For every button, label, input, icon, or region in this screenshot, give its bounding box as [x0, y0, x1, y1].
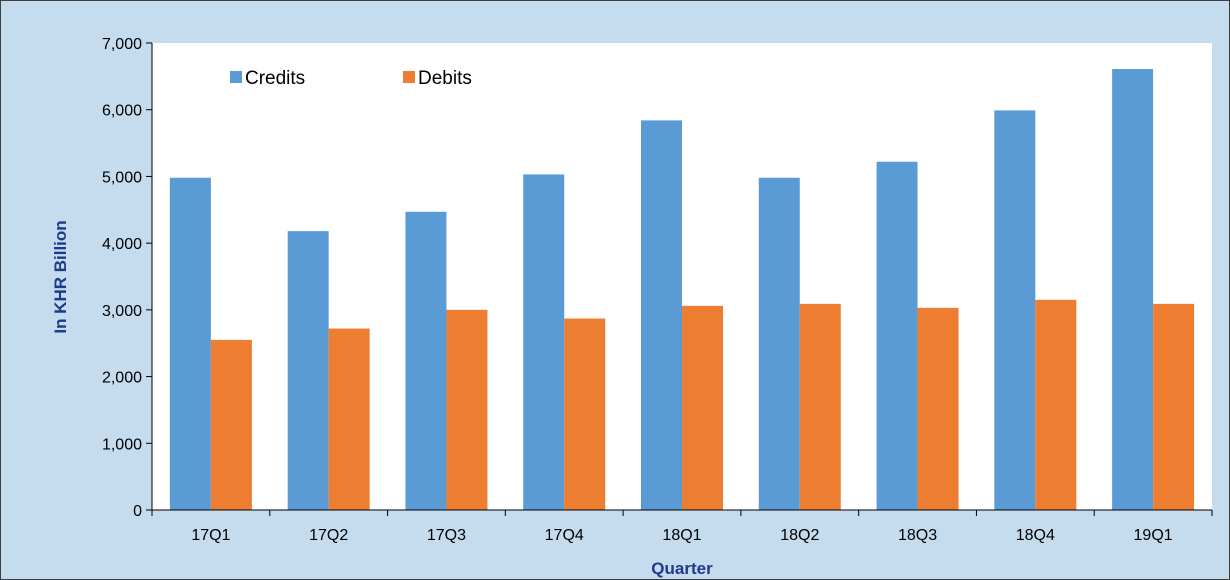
bar-credits-17q1: [169, 177, 211, 510]
x-axis-title: Quarter: [651, 559, 713, 578]
legend: Credits Debits: [230, 68, 472, 89]
bar-debits-17q1: [210, 339, 252, 510]
bar-credits-18q4: [994, 110, 1036, 510]
bar-debits-18q1: [682, 305, 723, 510]
x-tick-label: 18Q3: [898, 527, 937, 544]
x-tick-label: 17Q3: [427, 527, 466, 544]
legend-label-credits: Credits: [245, 68, 305, 89]
bar-credits-17q4: [523, 174, 565, 511]
legend-label-debits: Debits: [418, 68, 472, 89]
bars-group: [169, 69, 1195, 511]
bar-debits-18q3: [917, 307, 959, 510]
x-tick-label: 17Q4: [545, 527, 584, 544]
legend-swatch-debits: [403, 71, 415, 83]
bar-credits-18q2: [758, 177, 800, 510]
y-tick-label: 0: [133, 503, 142, 520]
x-tick-label: 17Q1: [191, 527, 230, 544]
bar-debits-18q4: [1035, 299, 1077, 510]
y-axis-title: In KHR Billion: [51, 220, 70, 333]
y-tick-label: 3,000: [102, 303, 142, 320]
bar-debits-18q2: [799, 303, 841, 510]
bar-credits-17q2: [287, 231, 329, 511]
bar-credits-19q1: [1112, 69, 1154, 511]
bar-credits-18q3: [876, 161, 918, 510]
y-tick-label: 2,000: [102, 370, 142, 387]
x-tick-label: 19Q1: [1134, 527, 1173, 544]
y-tick-label: 7,000: [102, 36, 142, 53]
y-tick-label: 1,000: [102, 436, 142, 453]
y-ticks-group: 0 1,000 2,000 3,000 4,000 5,000 6,000 7,000: [102, 36, 152, 520]
x-tick-label: 18Q2: [780, 527, 819, 544]
bar-debits-19q1: [1153, 303, 1195, 510]
x-tick-label: 18Q4: [1016, 527, 1055, 544]
bar-credits-17q3: [405, 211, 447, 510]
x-tick-label: 17Q2: [309, 527, 348, 544]
y-tick-label: 5,000: [102, 169, 142, 186]
bar-debits-17q4: [564, 318, 606, 510]
y-tick-label: 6,000: [102, 103, 142, 120]
x-ticks-group: 17Q1 17Q2 17Q3 17Q4 18Q1 18Q2 18Q3 18Q4 19Q1: [151, 510, 1213, 544]
legend-swatch-credits: [230, 71, 242, 83]
bar-debits-17q3: [446, 309, 488, 510]
bar-debits-17q2: [328, 328, 370, 510]
x-tick-label: 18Q1: [662, 527, 701, 544]
bar-credits-18q1: [641, 120, 682, 510]
y-tick-label: 4,000: [102, 236, 142, 253]
